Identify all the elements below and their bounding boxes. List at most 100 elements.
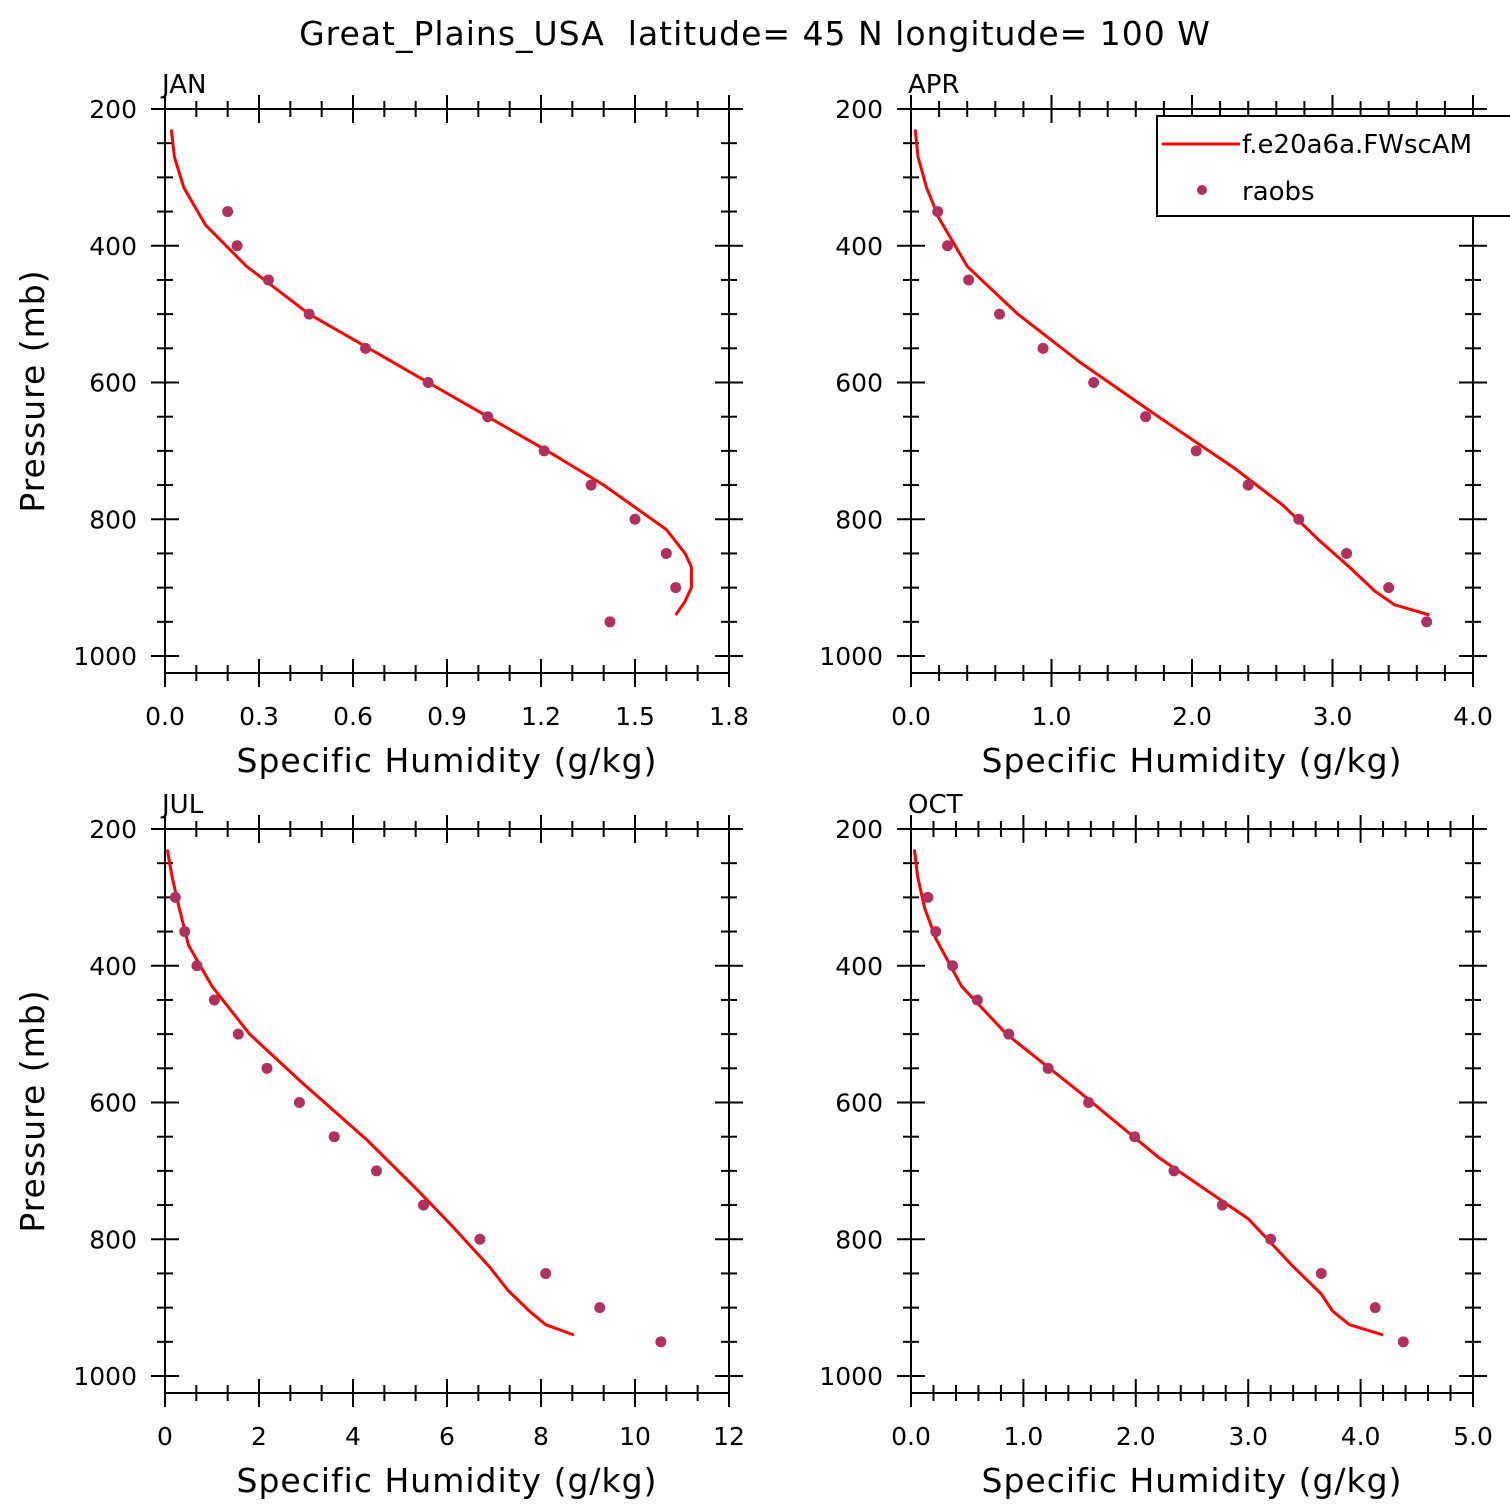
panel-title: OCT	[908, 790, 963, 820]
legend: f.e20a6a.FWscAM raobs	[1156, 115, 1510, 217]
obs-point	[232, 1028, 244, 1040]
y-tick-label: 400	[835, 952, 883, 981]
panel-jan: JAN 200 400 600 800 1000 0.0 0.3 0.6 0.9 1.2 1.5 1.8…	[13, 70, 749, 780]
x-tick-label: 3.0	[1228, 1422, 1268, 1451]
panel-title: JAN	[160, 70, 206, 100]
y-axis-label: Pressure (mb)	[13, 269, 52, 512]
figure-title: Great_Plains_USA latitude= 45 N longitud…	[299, 14, 1211, 53]
x-axis-label: Specific Humidity (g/kg)	[237, 1461, 658, 1500]
x-tick-label: 1.5	[615, 702, 655, 731]
obs-point	[1369, 1302, 1381, 1314]
obs-point	[660, 547, 672, 559]
x-axis-label: Specific Humidity (g/kg)	[982, 1461, 1403, 1500]
y-tick-label: 600	[835, 1089, 883, 1118]
y-tick-label: 400	[89, 232, 137, 261]
obs-point	[1315, 1267, 1327, 1279]
y-tick-label: 1000	[819, 642, 883, 671]
x-axis-label: Specific Humidity (g/kg)	[982, 741, 1403, 780]
x-tick-label: 5.0	[1453, 1422, 1493, 1451]
plot-frame	[164, 108, 730, 674]
obs-point	[1397, 1336, 1409, 1348]
obs-point	[422, 377, 434, 388]
obs-point	[932, 206, 944, 218]
obs-point	[169, 891, 181, 903]
obs-point	[1037, 342, 1049, 354]
x-tick-label: 0.0	[891, 702, 931, 731]
x-tick-label: 6	[439, 1422, 455, 1451]
x-tick-label: 2.0	[1172, 702, 1212, 731]
obs-point	[1421, 616, 1433, 628]
obs-point	[594, 1302, 606, 1314]
obs-point	[360, 342, 372, 354]
legend-obs-label: raobs	[1242, 177, 1315, 207]
obs-point	[1083, 1097, 1095, 1108]
panel-apr: APR 200 400 600 800 1000 0.0 1.0 2.0 3.0 4.0 Specif…	[819, 70, 1493, 780]
x-tick-label: 0.0	[891, 1422, 931, 1451]
legend-box	[1156, 115, 1510, 217]
y-tick-label: 800	[89, 1225, 137, 1254]
obs-point	[1168, 1165, 1180, 1177]
obs-point	[1042, 1062, 1054, 1074]
obs-point	[371, 1165, 382, 1177]
x-tick-label: 12	[713, 1422, 745, 1451]
x-tick-label: 4	[345, 1422, 361, 1451]
obs-point	[1003, 1028, 1015, 1040]
model-series-line	[912, 849, 1384, 1337]
x-tick-label: 8	[533, 1422, 549, 1451]
obs-point	[540, 1267, 552, 1279]
obs-point	[293, 1097, 305, 1108]
obs-point	[1129, 1131, 1141, 1143]
obs-point	[231, 240, 243, 252]
obs-point	[942, 240, 954, 252]
x-tick-label: 4.0	[1453, 702, 1493, 731]
plot-frame	[164, 828, 730, 1394]
y-tick-label: 200	[89, 95, 137, 124]
model-series-line	[913, 129, 1430, 617]
y-tick-label: 600	[89, 369, 137, 398]
legend-obs-marker	[1197, 185, 1207, 195]
obs-point	[922, 891, 934, 903]
x-tick-label: 10	[619, 1422, 651, 1451]
x-tick-label: 1.0	[1004, 1422, 1044, 1451]
obs-point	[474, 1233, 486, 1245]
obs-point	[1190, 445, 1202, 457]
obs-point	[418, 1199, 429, 1211]
obs-point	[1140, 411, 1152, 423]
y-tick-label: 1000	[73, 642, 137, 671]
panel-jul: JUL 200 400 600 800 1000 0 2 4 6 8 10 12 Specific Hum…	[13, 790, 745, 1500]
obs-point	[971, 994, 983, 1006]
obs-point	[670, 582, 682, 594]
y-tick-label: 400	[835, 232, 883, 261]
y-tick-label: 200	[89, 815, 137, 844]
obs-point	[1088, 377, 1100, 388]
plot-frame	[910, 828, 1474, 1394]
panel-title: JUL	[160, 790, 204, 820]
obs-point	[1265, 1233, 1277, 1245]
y-tick-label: 600	[835, 369, 883, 398]
x-axis-label: Specific Humidity (g/kg)	[237, 741, 658, 780]
obs-point	[655, 1336, 667, 1348]
x-tick-label: 0.9	[427, 702, 467, 731]
y-axis-label: Pressure (mb)	[13, 989, 52, 1232]
obs-point	[538, 445, 550, 457]
obs-point	[482, 411, 494, 423]
x-tick-label: 1.2	[521, 702, 561, 731]
panel-title: APR	[908, 70, 960, 100]
obs-point	[604, 616, 616, 628]
x-tick-label: 0.6	[333, 702, 373, 731]
obs-point	[262, 274, 274, 286]
obs-point	[629, 513, 641, 525]
x-tick-label: 0	[157, 1422, 173, 1451]
obs-point	[222, 206, 234, 218]
y-tick-label: 800	[89, 505, 137, 534]
obs-point	[1216, 1199, 1228, 1211]
x-tick-label: 3.0	[1313, 702, 1353, 731]
x-tick-label: 4.0	[1341, 1422, 1381, 1451]
obs-point	[1341, 547, 1353, 559]
obs-point	[179, 926, 191, 938]
obs-point	[261, 1062, 273, 1074]
x-tick-label: 0.0	[145, 702, 185, 731]
obs-point	[930, 926, 942, 938]
obs-point	[191, 960, 203, 972]
